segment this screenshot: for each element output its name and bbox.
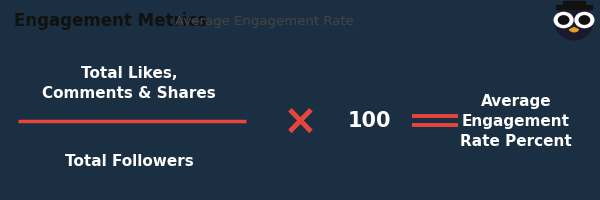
Circle shape bbox=[554, 13, 573, 28]
Circle shape bbox=[575, 13, 594, 28]
Ellipse shape bbox=[555, 5, 593, 41]
Text: Total Followers: Total Followers bbox=[65, 153, 193, 168]
FancyBboxPatch shape bbox=[556, 6, 592, 10]
Text: 100: 100 bbox=[347, 111, 391, 131]
FancyBboxPatch shape bbox=[563, 2, 586, 7]
Text: ×: × bbox=[283, 100, 317, 142]
Circle shape bbox=[559, 17, 569, 25]
Text: Average Engagement Rate: Average Engagement Rate bbox=[175, 14, 354, 27]
Text: Average
Engagement
Rate Percent: Average Engagement Rate Percent bbox=[460, 94, 572, 148]
Text: Total Likes,
Comments & Shares: Total Likes, Comments & Shares bbox=[42, 66, 216, 100]
Circle shape bbox=[579, 17, 590, 25]
Text: Engagement Metrics: Engagement Metrics bbox=[14, 12, 207, 30]
Wedge shape bbox=[569, 28, 578, 33]
